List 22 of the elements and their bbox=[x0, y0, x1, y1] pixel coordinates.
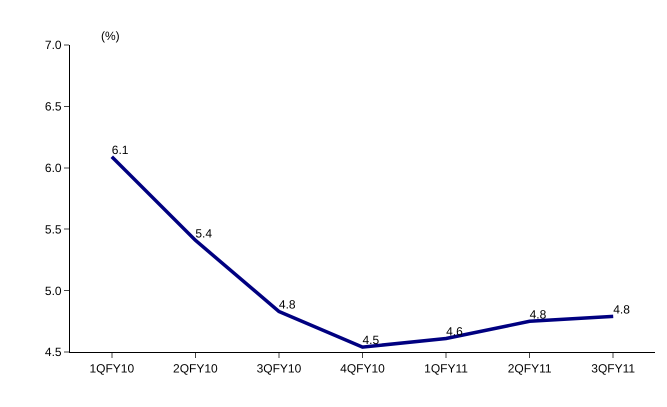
y-tick-label: 5.0 bbox=[44, 284, 62, 298]
x-tick-label: 1QFY10 bbox=[89, 361, 134, 376]
data-label: 4.8 bbox=[530, 307, 547, 322]
data-label: 4.8 bbox=[613, 302, 630, 316]
y-tick-label: 5.5 bbox=[44, 222, 62, 236]
line-series bbox=[110, 155, 615, 349]
data-label: 4.5 bbox=[362, 333, 380, 348]
x-tick-label: 2QFY10 bbox=[173, 361, 218, 376]
x-tick-label: 3QFY10 bbox=[256, 361, 302, 376]
data-label: 4.8 bbox=[278, 297, 296, 312]
y-tick-label: 4.5 bbox=[44, 345, 62, 360]
x-tick-label: 4QFY10 bbox=[340, 361, 386, 376]
y-tick-label: 6.5 bbox=[44, 100, 62, 114]
y-tick-label: 7.0 bbox=[44, 38, 62, 52]
x-tick-label: 3QFY11 bbox=[591, 361, 636, 376]
text: (%) bbox=[101, 29, 120, 43]
y-tick-label: 6.0 bbox=[44, 161, 62, 175]
x-tick-label: 1QFY11 bbox=[424, 361, 468, 376]
data-label: 4.6 bbox=[446, 324, 464, 338]
data-label: 6.1 bbox=[112, 142, 129, 157]
data-label: 5.4 bbox=[195, 226, 212, 240]
x-tick-label: 2QFY11 bbox=[508, 361, 552, 376]
